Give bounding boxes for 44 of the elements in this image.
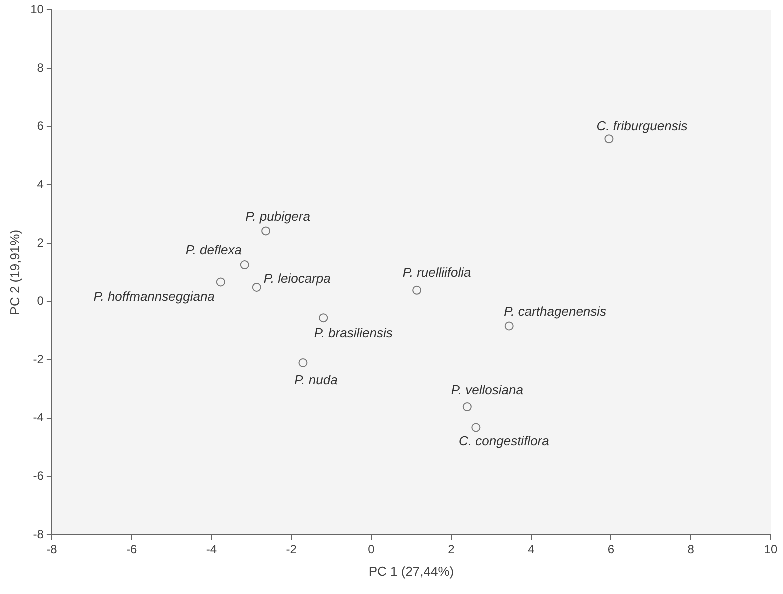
annotation: P. ruelliifolia (402, 264, 472, 280)
y-axis-title: PC 2 (19,91%) (7, 230, 22, 316)
annotation: P. leiocarpa (264, 271, 331, 286)
x-tick-label: 2 (448, 542, 456, 557)
x-tick-label: 0 (368, 542, 376, 557)
annotation: P. nuda (294, 372, 338, 388)
y-tick-label: 8 (37, 60, 44, 75)
y-tick-label: 4 (37, 177, 44, 192)
point (472, 423, 481, 432)
x-tick-label: -4 (206, 542, 218, 557)
annotation: P. hoffmannseggiana (94, 288, 215, 304)
point (604, 134, 614, 144)
y-tick-label: -8 (33, 527, 44, 542)
annotation: P. carthagenensis (504, 304, 608, 319)
x-tick-label: 6 (608, 542, 615, 557)
y-tick-label: -6 (33, 469, 44, 483)
y-tick-label: 10 (30, 2, 44, 17)
x-axis-title: PC 1 (27,44%) (368, 564, 454, 579)
x-tick-label: -2 (286, 542, 298, 557)
point (319, 314, 328, 323)
annotation: C. congestiflora (459, 433, 550, 448)
y-tick-label: -4 (33, 410, 44, 425)
point (412, 286, 422, 295)
y-tick-label: -2 (33, 352, 44, 366)
point (240, 260, 250, 270)
point (298, 358, 308, 368)
point (216, 278, 226, 287)
annotation: P. pubigera (246, 208, 310, 224)
point (262, 226, 271, 236)
x-tick-label: 4 (528, 542, 535, 557)
y-tick-label: 6 (37, 119, 44, 134)
x-tick-label: 10 (764, 542, 778, 557)
annotation: C. friburguensis (596, 118, 688, 134)
point (252, 282, 262, 292)
x-tick-label: 8 (688, 542, 695, 557)
x-tick-label: -8 (46, 542, 58, 557)
point (462, 402, 472, 412)
annotation: P. vellosiana (451, 382, 524, 398)
annotation: P. deflexa (186, 242, 242, 258)
point (504, 322, 514, 331)
y-tick-label: 2 (37, 236, 44, 250)
x-tick-label: -6 (126, 542, 138, 557)
annotation: P. brasiliensis (314, 326, 394, 341)
y-tick-label: 0 (37, 294, 44, 308)
